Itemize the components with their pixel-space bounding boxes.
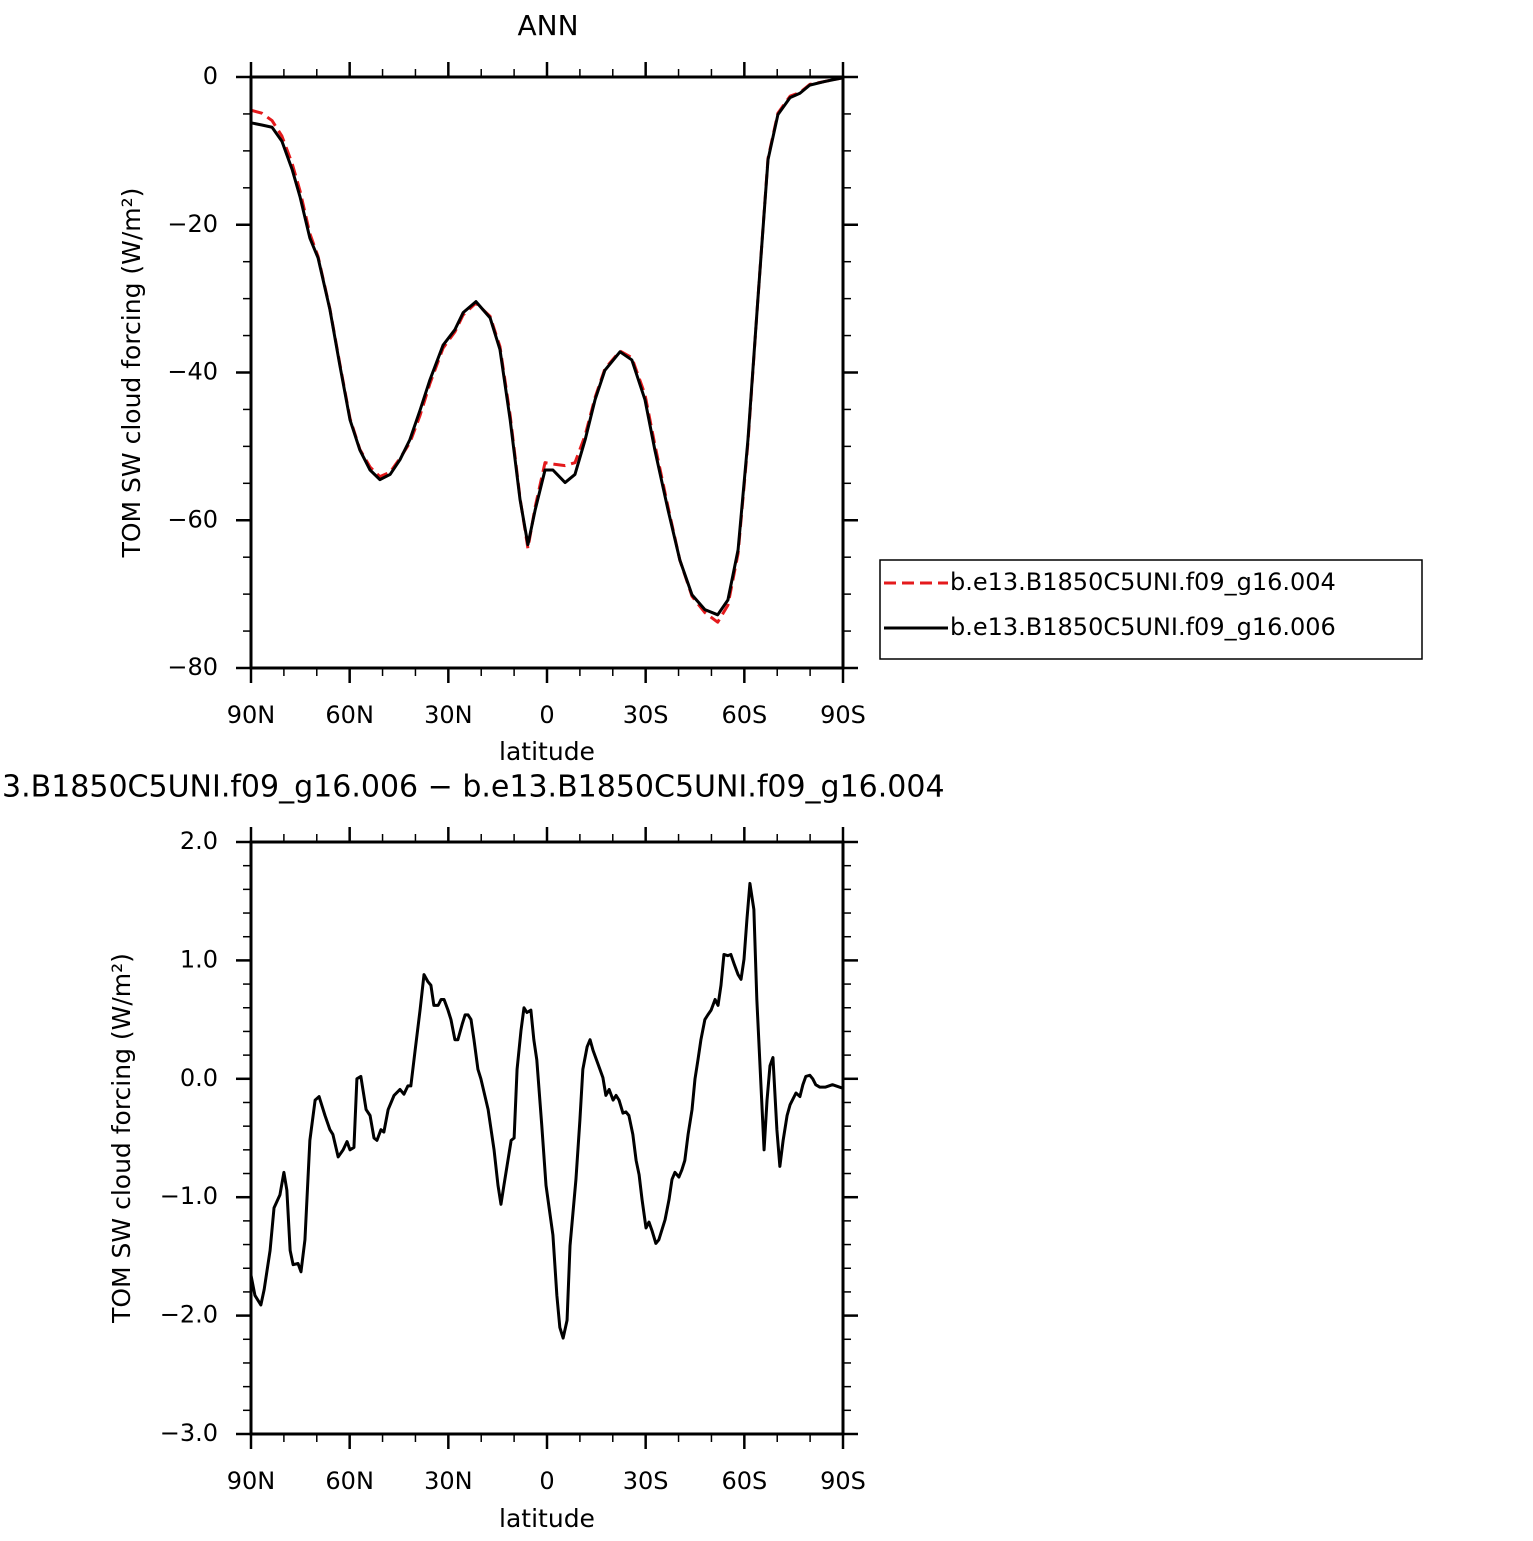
x-tick-label: 90N [227,1467,276,1495]
y-tick-label: −60 [167,505,218,533]
plot-frame [249,840,845,1436]
x-tick-label: 0 [539,1467,554,1495]
y-tick-label: 0 [203,62,218,90]
y-tick-label: −2.0 [160,1301,218,1329]
legend-box [879,559,1423,660]
y-tick-label: 1.0 [180,945,218,973]
y-tick-label: −80 [167,653,218,681]
x-tick-label: 90S [820,701,866,729]
y-axis-label: TOM SW cloud forcing (W/m²) [107,953,136,1324]
x-tick-label: 60S [721,1467,767,1495]
y-axis-label: TOM SW cloud forcing (W/m²) [117,188,146,559]
data-line [250,76,844,617]
x-axis-label: latitude [499,1504,595,1533]
x-tick-label: 60N [325,1467,374,1495]
legend-label: b.e13.B1850C5UNI.f09_g16.006 [950,613,1336,641]
chart-title: 3.B1850C5UNI.f09_g16.006 − b.e13.B1850C5… [2,770,945,805]
chart-title: ANN [517,9,578,42]
x-tick-label: 30N [424,1467,473,1495]
y-tick-label: 2.0 [180,827,218,855]
x-tick-label: 0 [539,701,554,729]
x-tick-label: 30S [623,701,669,729]
plot-frame [249,75,845,670]
legend-label: b.e13.B1850C5UNI.f09_g16.004 [950,568,1336,596]
x-tick-label: 90S [820,1467,866,1495]
x-tick-label: 30S [623,1467,669,1495]
x-tick-label: 60N [325,701,374,729]
y-tick-label: −1.0 [160,1182,218,1210]
y-tick-label: −3.0 [160,1419,218,1447]
x-tick-label: 30N [424,701,473,729]
x-tick-label: 90N [227,701,276,729]
x-tick-label: 60S [721,701,767,729]
y-tick-label: −40 [167,358,218,386]
x-axis-label: latitude [499,737,595,766]
y-tick-label: −20 [167,210,218,238]
y-tick-label: 0.0 [180,1064,218,1092]
data-line [249,881,844,1340]
